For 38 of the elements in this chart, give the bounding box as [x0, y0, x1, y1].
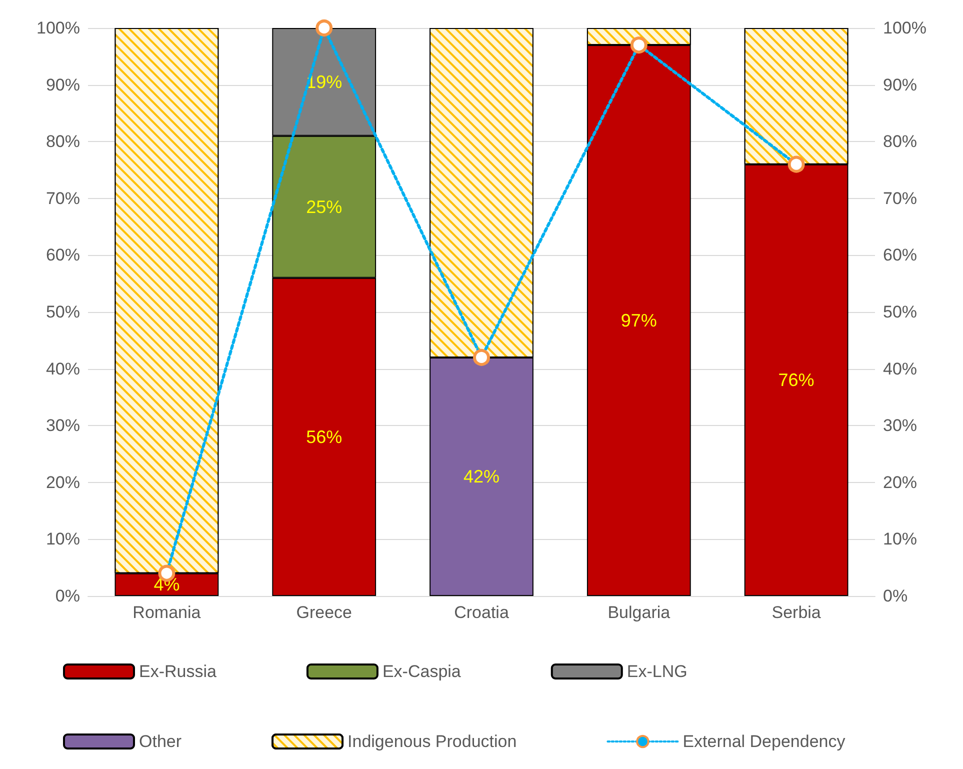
- legend-label: Ex-Russia: [139, 662, 218, 681]
- data-label: 42%: [463, 466, 500, 487]
- y2-tick-label: 60%: [883, 246, 918, 265]
- y-tick-label: 10%: [46, 530, 80, 549]
- y2-tick-label: 70%: [883, 188, 918, 208]
- legend-label: Other: [139, 732, 182, 751]
- y2-tick-label: 20%: [883, 472, 918, 492]
- legend-label: Ex-Caspia: [382, 662, 462, 681]
- data-label: 25%: [306, 196, 342, 217]
- y2-tick-label: 10%: [883, 530, 918, 549]
- y-tick-label: 20%: [46, 472, 80, 492]
- x-tick-label: Serbia: [772, 603, 822, 622]
- data-label: 97%: [620, 310, 657, 331]
- y-tick-label: 80%: [46, 132, 80, 152]
- x-tick-label: Greece: [296, 603, 352, 622]
- legend-label: Indigenous Production: [348, 732, 517, 751]
- y-tick-label: 60%: [46, 246, 80, 265]
- y2-tick-label: 40%: [883, 359, 918, 378]
- y-tick-label: 0%: [55, 586, 80, 606]
- y-tick-label: 70%: [46, 188, 80, 208]
- x-tick-label: Bulgaria: [608, 603, 671, 622]
- y2-tick-label: 90%: [883, 75, 918, 94]
- y-tick-label: 30%: [46, 416, 80, 436]
- y-tick-label: 90%: [46, 75, 80, 94]
- x-tick-label: Croatia: [454, 603, 510, 622]
- y-tick-label: 40%: [46, 359, 80, 378]
- y2-tick-label: 80%: [883, 132, 918, 152]
- data-label: 56%: [306, 426, 342, 447]
- y2-tick-label: 0%: [883, 586, 908, 606]
- y2-tick-label: 100%: [883, 18, 926, 38]
- legend-label: Ex-LNG: [626, 662, 688, 681]
- data-label: 76%: [778, 370, 814, 390]
- legend-label: External Dependency: [682, 732, 846, 751]
- y-tick-label: 100%: [36, 18, 80, 38]
- y2-tick-label: 50%: [883, 302, 918, 322]
- y-tick-label: 50%: [46, 302, 80, 322]
- y2-tick-label: 30%: [883, 416, 918, 436]
- x-tick-label: Romania: [132, 603, 202, 622]
